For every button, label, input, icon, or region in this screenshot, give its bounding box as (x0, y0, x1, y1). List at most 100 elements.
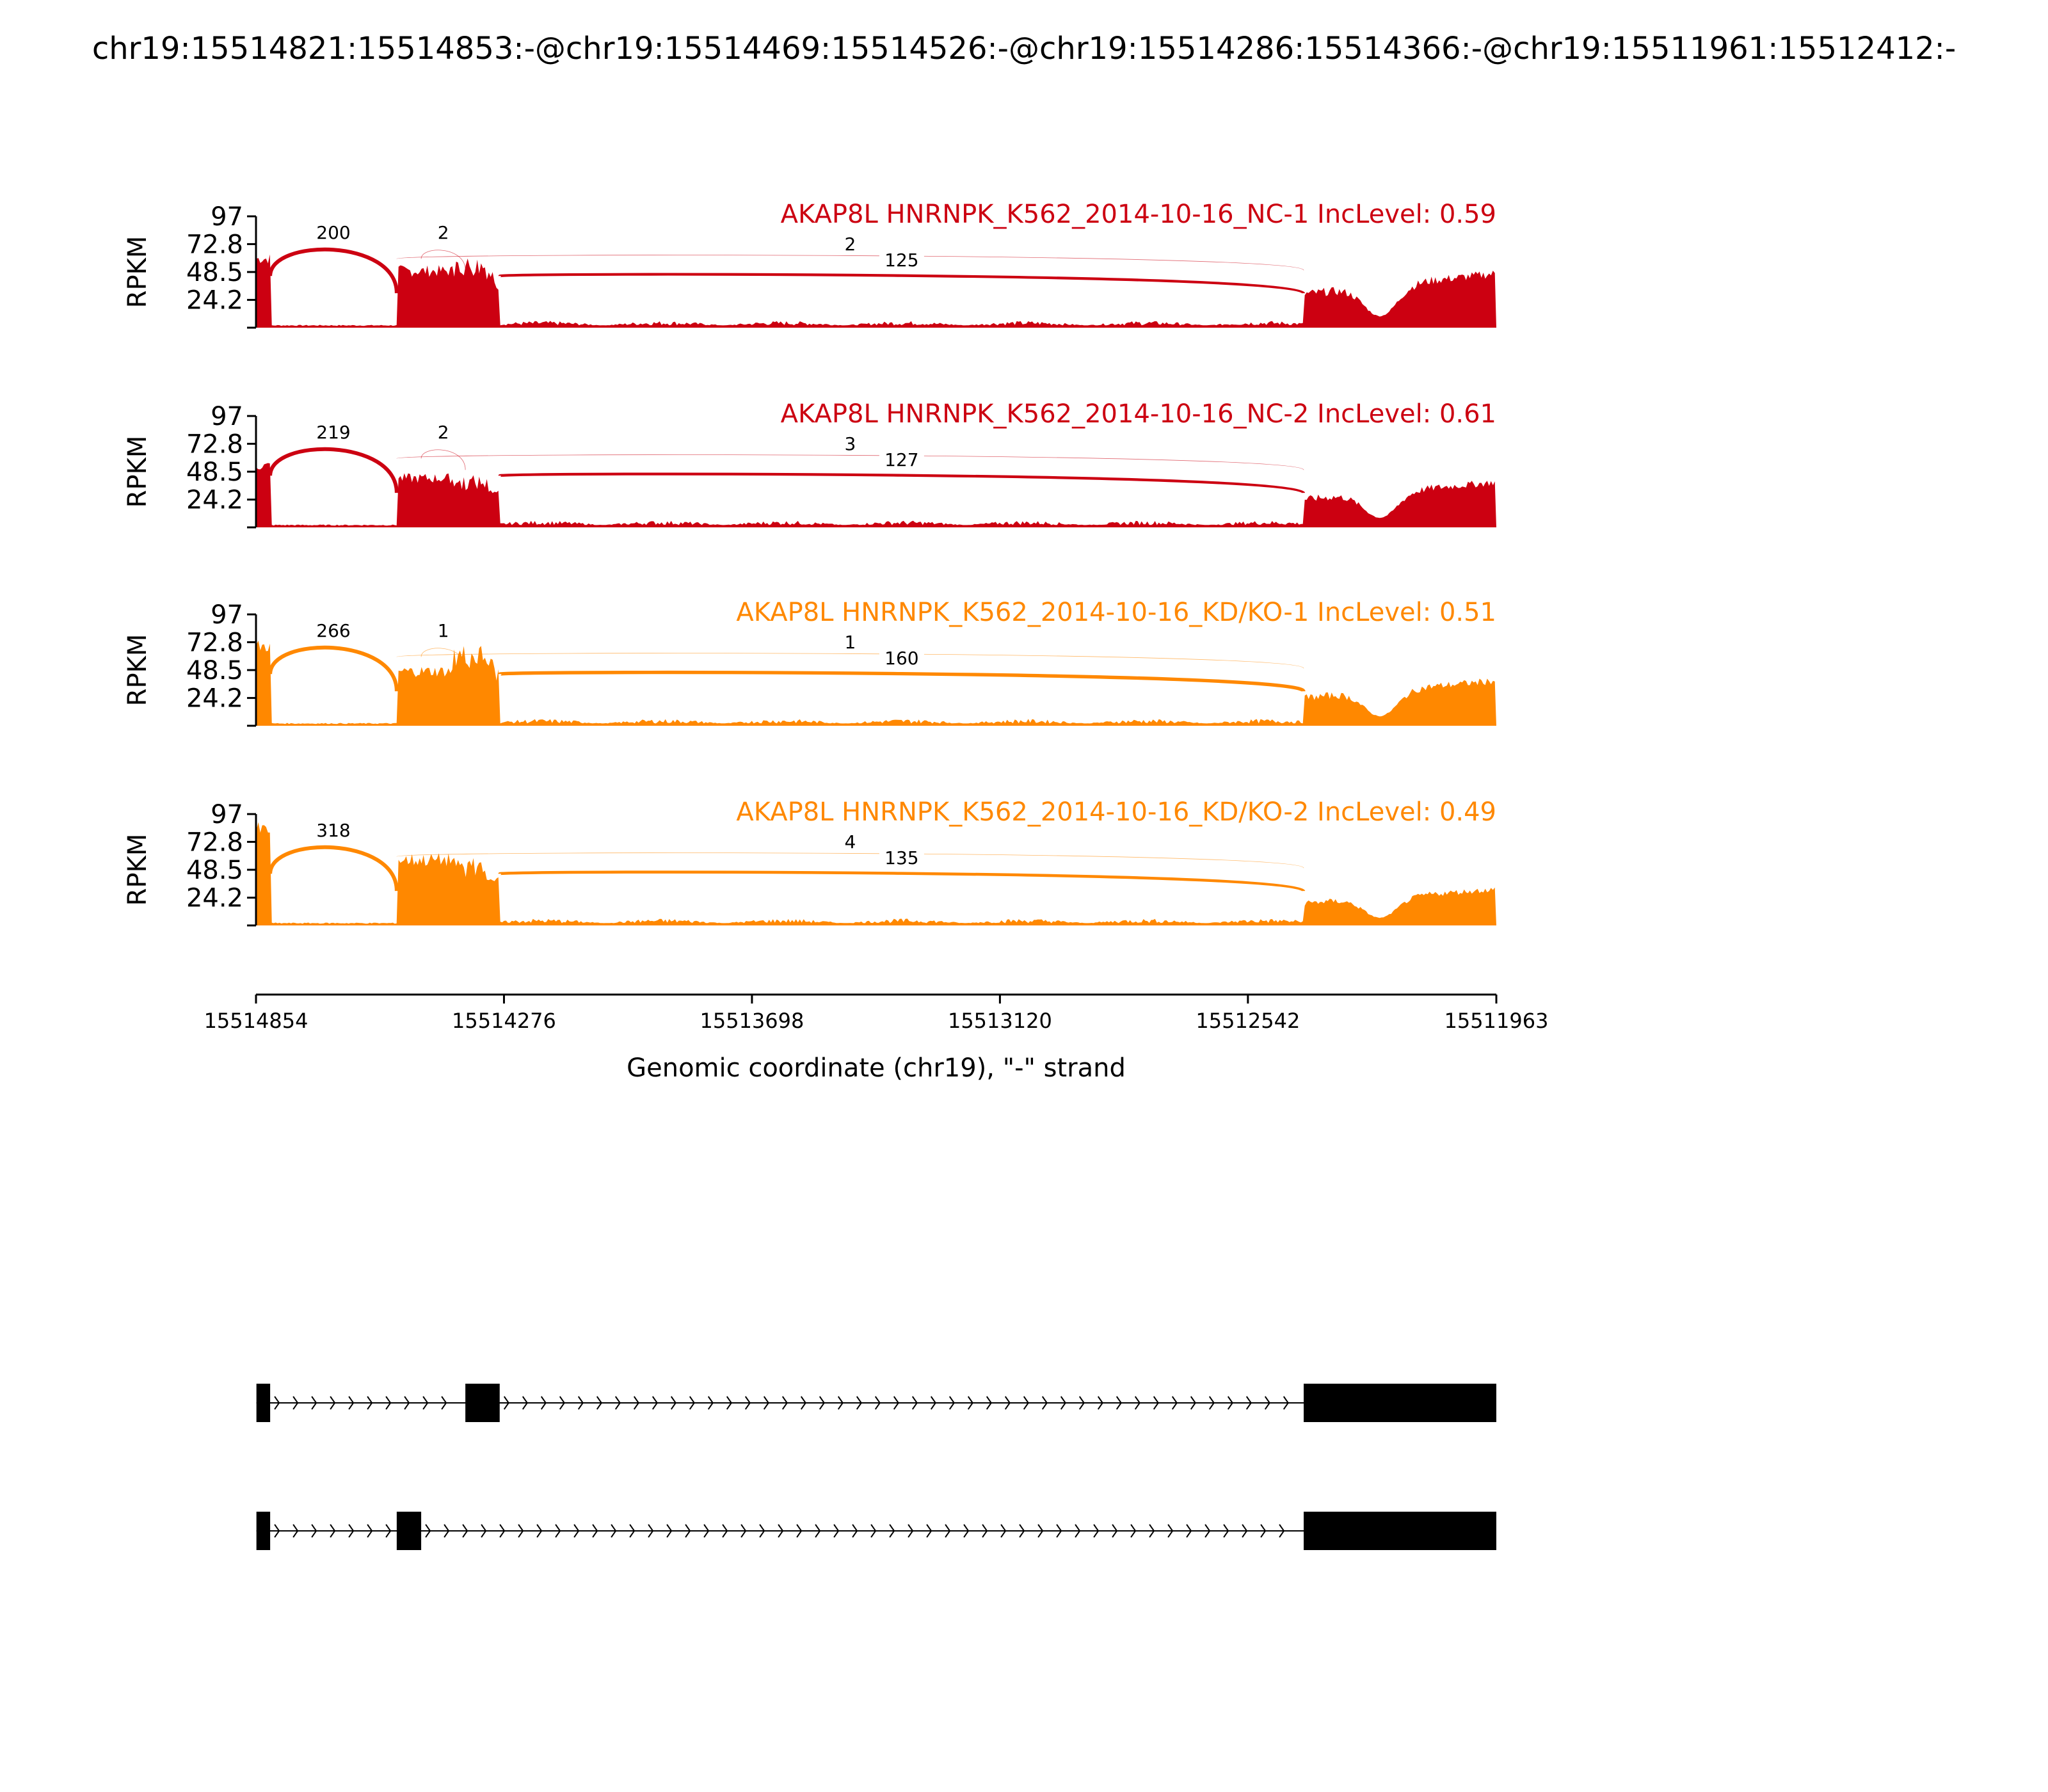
y-tick-label: 72.8 (186, 230, 243, 259)
junction-count-bg (839, 836, 861, 853)
junction-count: 318 (316, 820, 350, 841)
strand-arrow (311, 1396, 317, 1410)
strand-arrow (796, 1524, 803, 1538)
exon-block (256, 1384, 271, 1422)
strand-arrow (1004, 1396, 1011, 1410)
strand-arrow (292, 1396, 299, 1410)
junction-count-bg (310, 625, 356, 642)
junction-arc (268, 247, 399, 294)
strand-arrow (648, 1524, 654, 1538)
y-tick-label: 24.2 (186, 286, 243, 316)
strand-arrow (1116, 1396, 1122, 1410)
exon-block (256, 1512, 271, 1550)
junction-count: 135 (884, 847, 918, 868)
strand-arrow (422, 1396, 429, 1410)
junction-count-bg (839, 636, 861, 653)
exon-block (1304, 1384, 1496, 1422)
strand-arrow (555, 1524, 561, 1538)
strand-arrow (1149, 1524, 1155, 1538)
junction-count-bg (839, 438, 861, 455)
strand-arrow (982, 1524, 988, 1538)
strand-arrow (367, 1524, 373, 1538)
junction-count-bg (879, 652, 924, 669)
strand-arrow (385, 1396, 392, 1410)
junction-count-bg (839, 238, 861, 255)
strand-arrow (1223, 1524, 1229, 1538)
strand-arrow (1227, 1396, 1233, 1410)
strand-arrow (444, 1524, 450, 1538)
y-tick-label: 24.2 (186, 684, 243, 714)
junction-count-bg (310, 426, 356, 444)
strand-arrow (1093, 1524, 1100, 1538)
strand-arrow (800, 1396, 806, 1410)
strand-arrow (930, 1396, 936, 1410)
figure-title: chr19:15514821:15514853:-@chr19:15514469… (92, 31, 1956, 67)
strand-arrow (540, 1396, 547, 1410)
junction-arc (498, 472, 1306, 495)
strand-arrow (707, 1396, 714, 1410)
junction-count: 3 (845, 433, 856, 454)
strand-arrow (1242, 1524, 1248, 1538)
strand-arrow (889, 1524, 895, 1538)
strand-arrow (781, 1396, 788, 1410)
strand-arrow (740, 1524, 747, 1538)
strand-arrow (926, 1524, 932, 1538)
strand-arrow (744, 1396, 751, 1410)
junction-arc (396, 852, 1304, 868)
strand-arrow (819, 1396, 825, 1410)
junction-arc (420, 449, 466, 470)
strand-arrow (856, 1396, 862, 1410)
junction-count-bg (432, 625, 454, 642)
strand-arrow (945, 1524, 951, 1538)
strand-arrow (759, 1524, 765, 1538)
transcript (256, 1512, 1496, 1550)
exon-block (465, 1384, 500, 1422)
junction-count: 127 (884, 449, 918, 470)
strand-arrow (611, 1524, 617, 1538)
strand-arrow (348, 1396, 355, 1410)
strand-arrow (577, 1396, 584, 1410)
strand-arrow (1078, 1396, 1085, 1410)
strand-arrow (815, 1524, 821, 1538)
strand-arrow (633, 1396, 639, 1410)
strand-arrow (652, 1396, 658, 1410)
strand-arrow (1279, 1524, 1285, 1538)
junction-count: 2 (438, 422, 449, 443)
strand-arrow (963, 1524, 970, 1538)
strand-arrow (1153, 1396, 1159, 1410)
strand-arrow (1112, 1524, 1118, 1538)
strand-arrow (908, 1524, 914, 1538)
strand-arrow (596, 1396, 602, 1410)
strand-arrow (948, 1396, 955, 1410)
strand-arrow (311, 1524, 317, 1538)
junction-arc (396, 255, 1304, 271)
strand-arrow (1167, 1524, 1174, 1538)
strand-arrow (1260, 1524, 1267, 1538)
strand-arrow (629, 1524, 636, 1538)
junction-count: 1 (438, 620, 449, 641)
strand-arrow (385, 1524, 392, 1538)
junction-count: 4 (845, 831, 856, 852)
strand-arrow (1000, 1524, 1007, 1538)
strand-arrow (722, 1524, 728, 1538)
junction-arc (498, 870, 1306, 893)
panel-label: AKAP8L HNRNPK_K562_2014-10-16_KD/KO-1 In… (736, 598, 1496, 627)
transcript-models (256, 1384, 1496, 1550)
strand-arrow (1097, 1396, 1103, 1410)
y-tick-label: 97 (211, 402, 243, 431)
y-tick-label: 72.8 (186, 828, 243, 857)
strand-arrow (348, 1524, 355, 1538)
junction-arc (396, 454, 1304, 470)
strand-arrow (441, 1396, 447, 1410)
strand-arrow (330, 1524, 336, 1538)
x-tick-label: 15513698 (700, 1009, 804, 1033)
y-tick-label: 97 (211, 800, 243, 829)
junction-count: 200 (316, 222, 350, 243)
y-axis-label: RPKM (123, 236, 152, 308)
junction-count-bg (879, 852, 924, 869)
strand-arrow (292, 1524, 299, 1538)
